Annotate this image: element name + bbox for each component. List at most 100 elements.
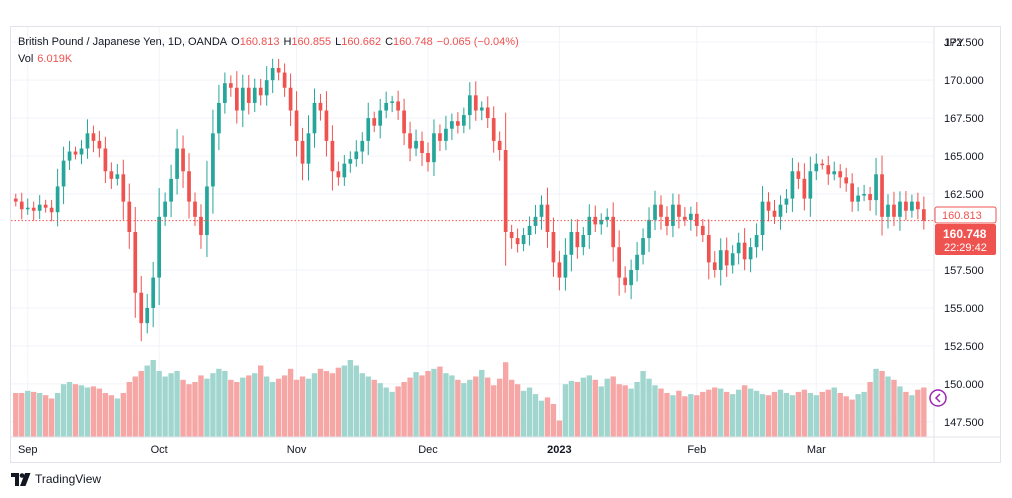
volume-bar	[795, 391, 802, 437]
candle-body	[910, 201, 914, 211]
candle-body	[91, 133, 96, 141]
candle-body	[67, 151, 72, 161]
candle-body	[796, 171, 801, 179]
volume-bar	[126, 382, 132, 437]
volume-bar	[281, 375, 288, 437]
candle-body	[426, 153, 430, 163]
price-tick-label: 147.500	[944, 417, 984, 429]
candle-body	[211, 133, 215, 187]
candlestick-chart[interactable]: JPY 172.500 170.000 167.500 165.000 162.500 1…	[11, 27, 1000, 462]
scroll-to-realtime-button[interactable]	[929, 389, 947, 407]
volume-bar	[604, 378, 610, 437]
volume-bar	[335, 367, 342, 437]
candle-body	[217, 102, 221, 134]
volume-bar	[138, 371, 144, 437]
candle-body	[820, 163, 825, 166]
candle-body	[151, 277, 156, 308]
candle-body	[240, 87, 245, 111]
volume-bar	[706, 389, 712, 437]
volume-legend[interactable]: Vol 6.019K	[18, 53, 72, 65]
volume-bar	[777, 389, 784, 437]
volume-bar	[264, 376, 270, 437]
time-tick-label: Dec	[418, 444, 438, 456]
volume-bar	[544, 397, 551, 437]
candle-body	[575, 232, 580, 248]
volume-bar	[473, 376, 479, 437]
candle-body	[485, 107, 490, 119]
candle-body	[868, 194, 872, 201]
volume-bar	[867, 382, 873, 437]
volume-bar	[216, 368, 222, 437]
chart-frame[interactable]: JPY 172.500 170.000 167.500 165.000 162.500 1…	[10, 26, 1001, 463]
volume-bar	[347, 360, 354, 437]
volume-bar	[72, 384, 79, 437]
volume-bar	[287, 368, 294, 437]
volume-bar	[156, 371, 162, 437]
volume-bar	[909, 395, 915, 437]
time-axis[interactable]: Sep Oct Nov Dec 2023 Feb Mar	[18, 444, 826, 456]
volume-bar	[479, 369, 485, 437]
candle-body	[617, 247, 622, 278]
volume-bar	[186, 384, 192, 437]
candle-body	[694, 213, 699, 226]
candle-body	[390, 101, 395, 103]
volume-bar	[401, 382, 407, 437]
time-tick-label: Mar	[807, 444, 826, 456]
volume-value: 6.019K	[37, 53, 73, 65]
time-tick-label: 2023	[547, 444, 571, 456]
candle-body	[754, 235, 759, 248]
candle-body	[539, 204, 544, 217]
volume-bar	[538, 400, 545, 437]
tradingview-brand[interactable]: TradingView	[11, 472, 101, 486]
volume-bar	[413, 372, 419, 437]
candle-body	[31, 207, 36, 211]
open-label: O	[231, 36, 240, 48]
candle-body	[479, 107, 484, 111]
candle-body	[832, 171, 837, 175]
volume-bar	[108, 395, 115, 437]
candle-body	[294, 110, 299, 141]
volume-bar	[204, 378, 210, 437]
volume-bar	[275, 378, 282, 437]
volume-bar	[120, 393, 127, 437]
candle-body	[509, 232, 514, 239]
currency-label: JPY	[944, 37, 965, 49]
volume-bar	[508, 379, 515, 437]
low-label: L	[335, 36, 342, 48]
price-tick-label: 162.500	[944, 189, 984, 201]
candle-body	[874, 174, 878, 201]
candle-body	[85, 133, 90, 149]
volume-bar	[66, 382, 73, 437]
candle-body	[521, 235, 526, 245]
candle-body	[587, 216, 592, 236]
volume-bar	[150, 360, 156, 437]
candle-body	[282, 72, 287, 88]
candle-body	[37, 204, 42, 211]
volume-bar	[753, 390, 760, 437]
volume-bar	[556, 420, 563, 437]
volume-bar	[801, 389, 808, 437]
candle-body	[139, 292, 144, 324]
volume-bar	[586, 375, 592, 437]
candle-body	[384, 102, 389, 111]
candle-body	[61, 160, 66, 187]
candle-body	[706, 235, 711, 263]
volume-bar	[228, 379, 234, 437]
volume-bar	[198, 375, 204, 437]
price-tick-label: 170.000	[944, 75, 984, 87]
volume-bar	[19, 393, 25, 437]
volume-bar	[389, 391, 395, 437]
candle-body	[605, 216, 610, 220]
price-axis[interactable]: JPY 172.500 170.000 167.500 165.000 162.500 1…	[944, 37, 984, 429]
candle-body	[593, 216, 598, 225]
symbol-legend[interactable]: British Pound / Japanese Yen, 1D, OANDA O…	[18, 36, 519, 48]
candle-body	[850, 183, 855, 202]
candle-body	[450, 121, 454, 129]
time-tick-label: Nov	[287, 444, 307, 456]
candle-body	[246, 87, 251, 103]
volume-bar	[311, 373, 318, 437]
chevron-left-icon	[934, 393, 941, 403]
candle-body	[402, 110, 406, 134]
volume-bar	[658, 388, 664, 437]
candle-body	[43, 204, 48, 208]
